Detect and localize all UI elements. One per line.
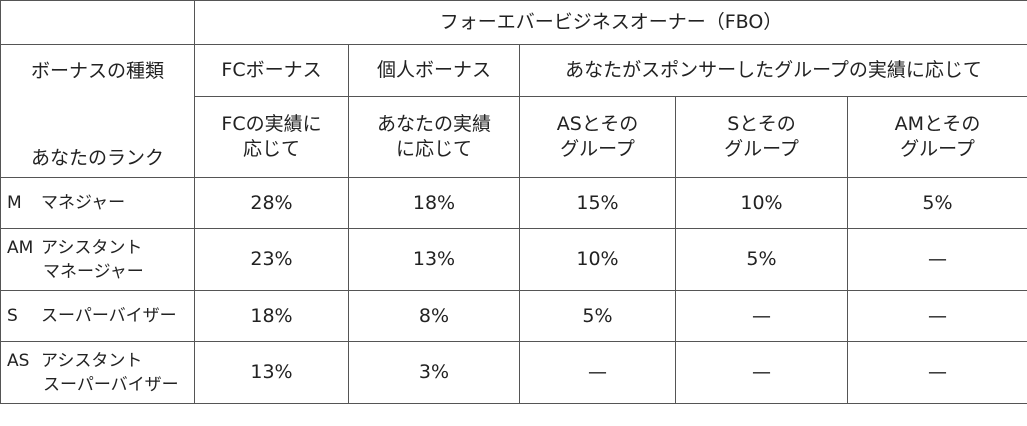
personal-bonus-header: 個人ボーナス [348,43,520,98]
value-cell: 8% [348,290,520,342]
table-row: AS アシスタント スーパーバイザー 13% 3% — — — [0,341,1027,404]
value-cell: 5% [519,290,676,342]
bonus-type-label: ボーナスの種類 [30,60,164,82]
personal-sub-header: あなたの実績 に応じて [348,96,520,178]
rank-name-line-2: マネージャー [43,261,144,282]
personal-sub-line-1: あなたの実績 [376,113,491,136]
am-group-line-1: AMとその [894,113,981,136]
rank-name-line-1: アシスタント [41,237,143,258]
am-group-line-2: グループ [900,138,975,161]
rank-code: S [7,306,18,326]
value-cell: — [675,290,848,342]
corner-empty-cell [0,0,195,45]
fbo-header: フォーエバービジネスオーナー（FBO） [194,0,1027,45]
value-cell: 5% [847,177,1027,229]
fc-sub-line-1: FCの実績に [221,113,322,136]
value-cell: 18% [194,290,349,342]
value-cell: — [675,341,848,404]
rank-cell: S スーパーバイザー [0,290,195,342]
personal-sub-line-2: に応じて [395,138,472,161]
value-cell: 13% [348,228,520,291]
as-group-sub-header: ASとその グループ [519,96,676,178]
value-cell: 23% [194,228,349,291]
rank-cell: AM アシスタント マネージャー [0,228,195,291]
value-cell: 28% [194,177,349,229]
s-group-line-2: グループ [724,138,799,161]
rank-name: マネジャー [41,193,126,213]
am-group-sub-header: AMとその グループ [847,96,1027,178]
header-row-group: フォーエバービジネスオーナー（FBO） [0,0,1027,45]
as-group-line-1: ASとその [556,113,639,136]
value-cell: — [519,341,676,404]
header-row-sub: FCの実績に 応じて あなたの実績 に応じて ASとその グループ Sとその グ… [1,96,1027,178]
corner-cell: ボーナスの種類 あなたのランク [0,44,195,178]
bonus-table: フォーエバービジネスオーナー（FBO） ボーナスの種類 あなたのランク FCボー… [0,0,1027,404]
value-cell: — [847,341,1027,404]
rank-name-line-1: アシスタント [41,350,143,371]
value-cell: — [847,290,1027,342]
table-row: AM アシスタント マネージャー 23% 13% 10% 5% — [0,228,1027,291]
rank-label: あなたのランク [30,147,164,169]
rank-code: AM [7,237,34,258]
group-bonus-header: あなたがスポンサーしたグループの実績に応じて [519,43,1027,98]
as-group-line-2: グループ [560,138,635,161]
s-group-line-1: Sとその [727,113,796,136]
fc-sub-line-2: 応じて [242,138,300,161]
table-row: M マネジャー 28% 18% 15% 10% 5% [0,177,1027,229]
rank-cell: M マネジャー [0,177,195,229]
s-group-sub-header: Sとその グループ [675,96,848,178]
value-cell: 3% [348,341,520,404]
rank-code: M [7,193,22,213]
header-row-bonus: ボーナスの種類 あなたのランク FCボーナス 個人ボーナス あなたがスポンサーし… [0,43,1027,178]
value-cell: 15% [519,177,676,229]
value-cell: 18% [348,177,520,229]
rank-cell: AS アシスタント スーパーバイザー [0,341,195,404]
fc-sub-header: FCの実績に 応じて [194,96,349,178]
rank-code: AS [7,350,30,371]
value-cell: 10% [519,228,676,291]
table-row: S スーパーバイザー 18% 8% 5% — — [0,290,1027,342]
rank-name-line-2: スーパーバイザー [43,374,179,395]
value-cell: 10% [675,177,848,229]
value-cell: 13% [194,341,349,404]
rank-name: スーパーバイザー [41,306,177,326]
value-cell: — [847,228,1027,291]
value-cell: 5% [675,228,848,291]
fc-bonus-header: FCボーナス [194,43,349,98]
